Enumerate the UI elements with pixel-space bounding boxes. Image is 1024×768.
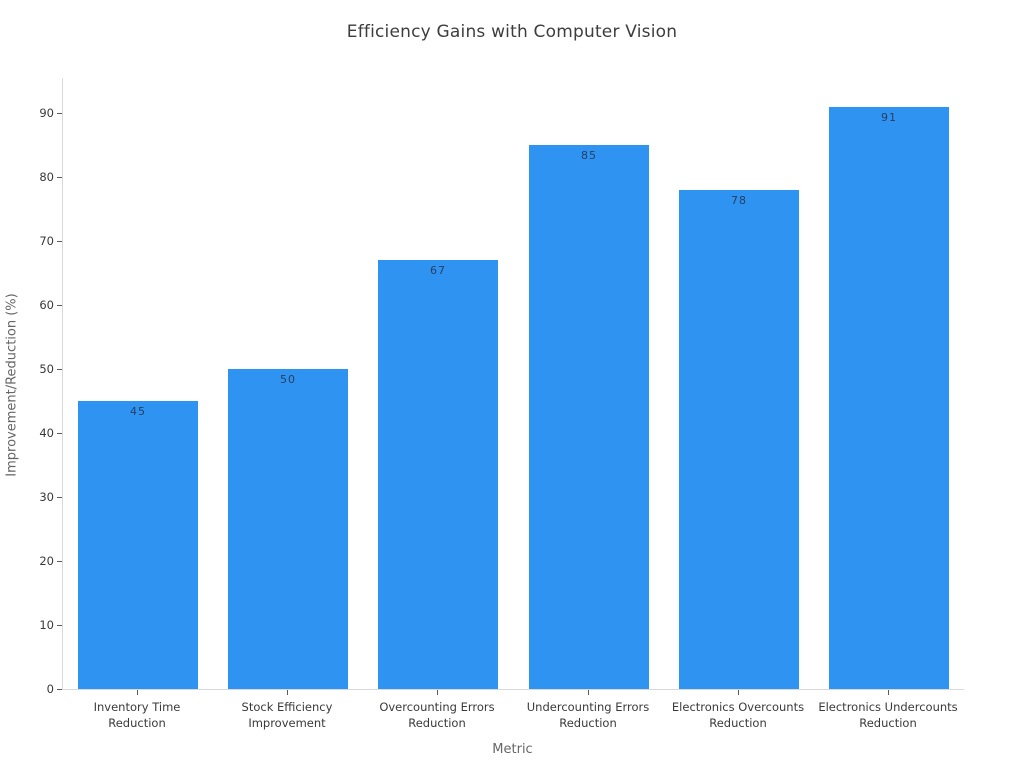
bar-value-label: 78 [731,194,747,207]
y-tick-label: 40 [39,426,54,440]
x-tick-label: Electronics Undercounts Reduction [818,700,958,730]
y-tick-label: 70 [39,234,54,248]
y-tick-label: 90 [39,106,54,120]
y-tick-label: 20 [39,554,54,568]
y-tick-mark [57,625,62,626]
y-tick-mark [57,497,62,498]
bar-value-label: 85 [581,149,597,162]
y-tick-mark [57,561,62,562]
bar: 67 [378,260,498,689]
x-tick-label: Inventory Time Reduction [93,700,181,730]
y-tick-label: 80 [39,170,54,184]
y-tick-label: 30 [39,490,54,504]
x-tick-mark [287,690,288,695]
y-tick-mark [57,433,62,434]
y-tick-mark [57,305,62,306]
bar: 50 [228,369,348,689]
y-tick-label: 60 [39,298,54,312]
bar: 91 [829,107,949,689]
y-tick-label: 10 [39,618,54,632]
bar: 85 [529,145,649,689]
chart-title: Efficiency Gains with Computer Vision [346,22,678,42]
bar-value-label: 67 [430,264,446,277]
bar: 45 [78,401,198,689]
x-tick-label: Undercounting Errors Reduction [526,700,650,730]
y-tick-mark [57,241,62,242]
x-tick-mark [137,690,138,695]
x-tick-mark [437,690,438,695]
x-tick-mark [888,690,889,695]
x-tick-mark [738,690,739,695]
x-tick-label: Stock Efficiency Improvement [241,700,333,730]
bar-value-label: 45 [130,405,146,418]
bar-value-label: 91 [881,111,897,124]
y-tick-mark [57,113,62,114]
y-axis-title: Improvement/Reduction (%) [4,293,20,477]
y-tick-mark [57,689,62,690]
plot-area: 45 50 67 85 78 91 [62,78,964,690]
y-tick-mark [57,369,62,370]
bar: 78 [679,190,799,689]
x-tick-mark [588,690,589,695]
x-tick-label: Electronics Overcounts Reduction [671,700,805,730]
x-tick-label: Overcounting Errors Reduction [379,700,495,730]
x-axis-title: Metric [492,742,533,757]
y-tick-mark [57,177,62,178]
y-tick-label: 0 [46,682,54,696]
bar-value-label: 50 [280,373,296,386]
y-tick-label: 50 [39,362,54,376]
